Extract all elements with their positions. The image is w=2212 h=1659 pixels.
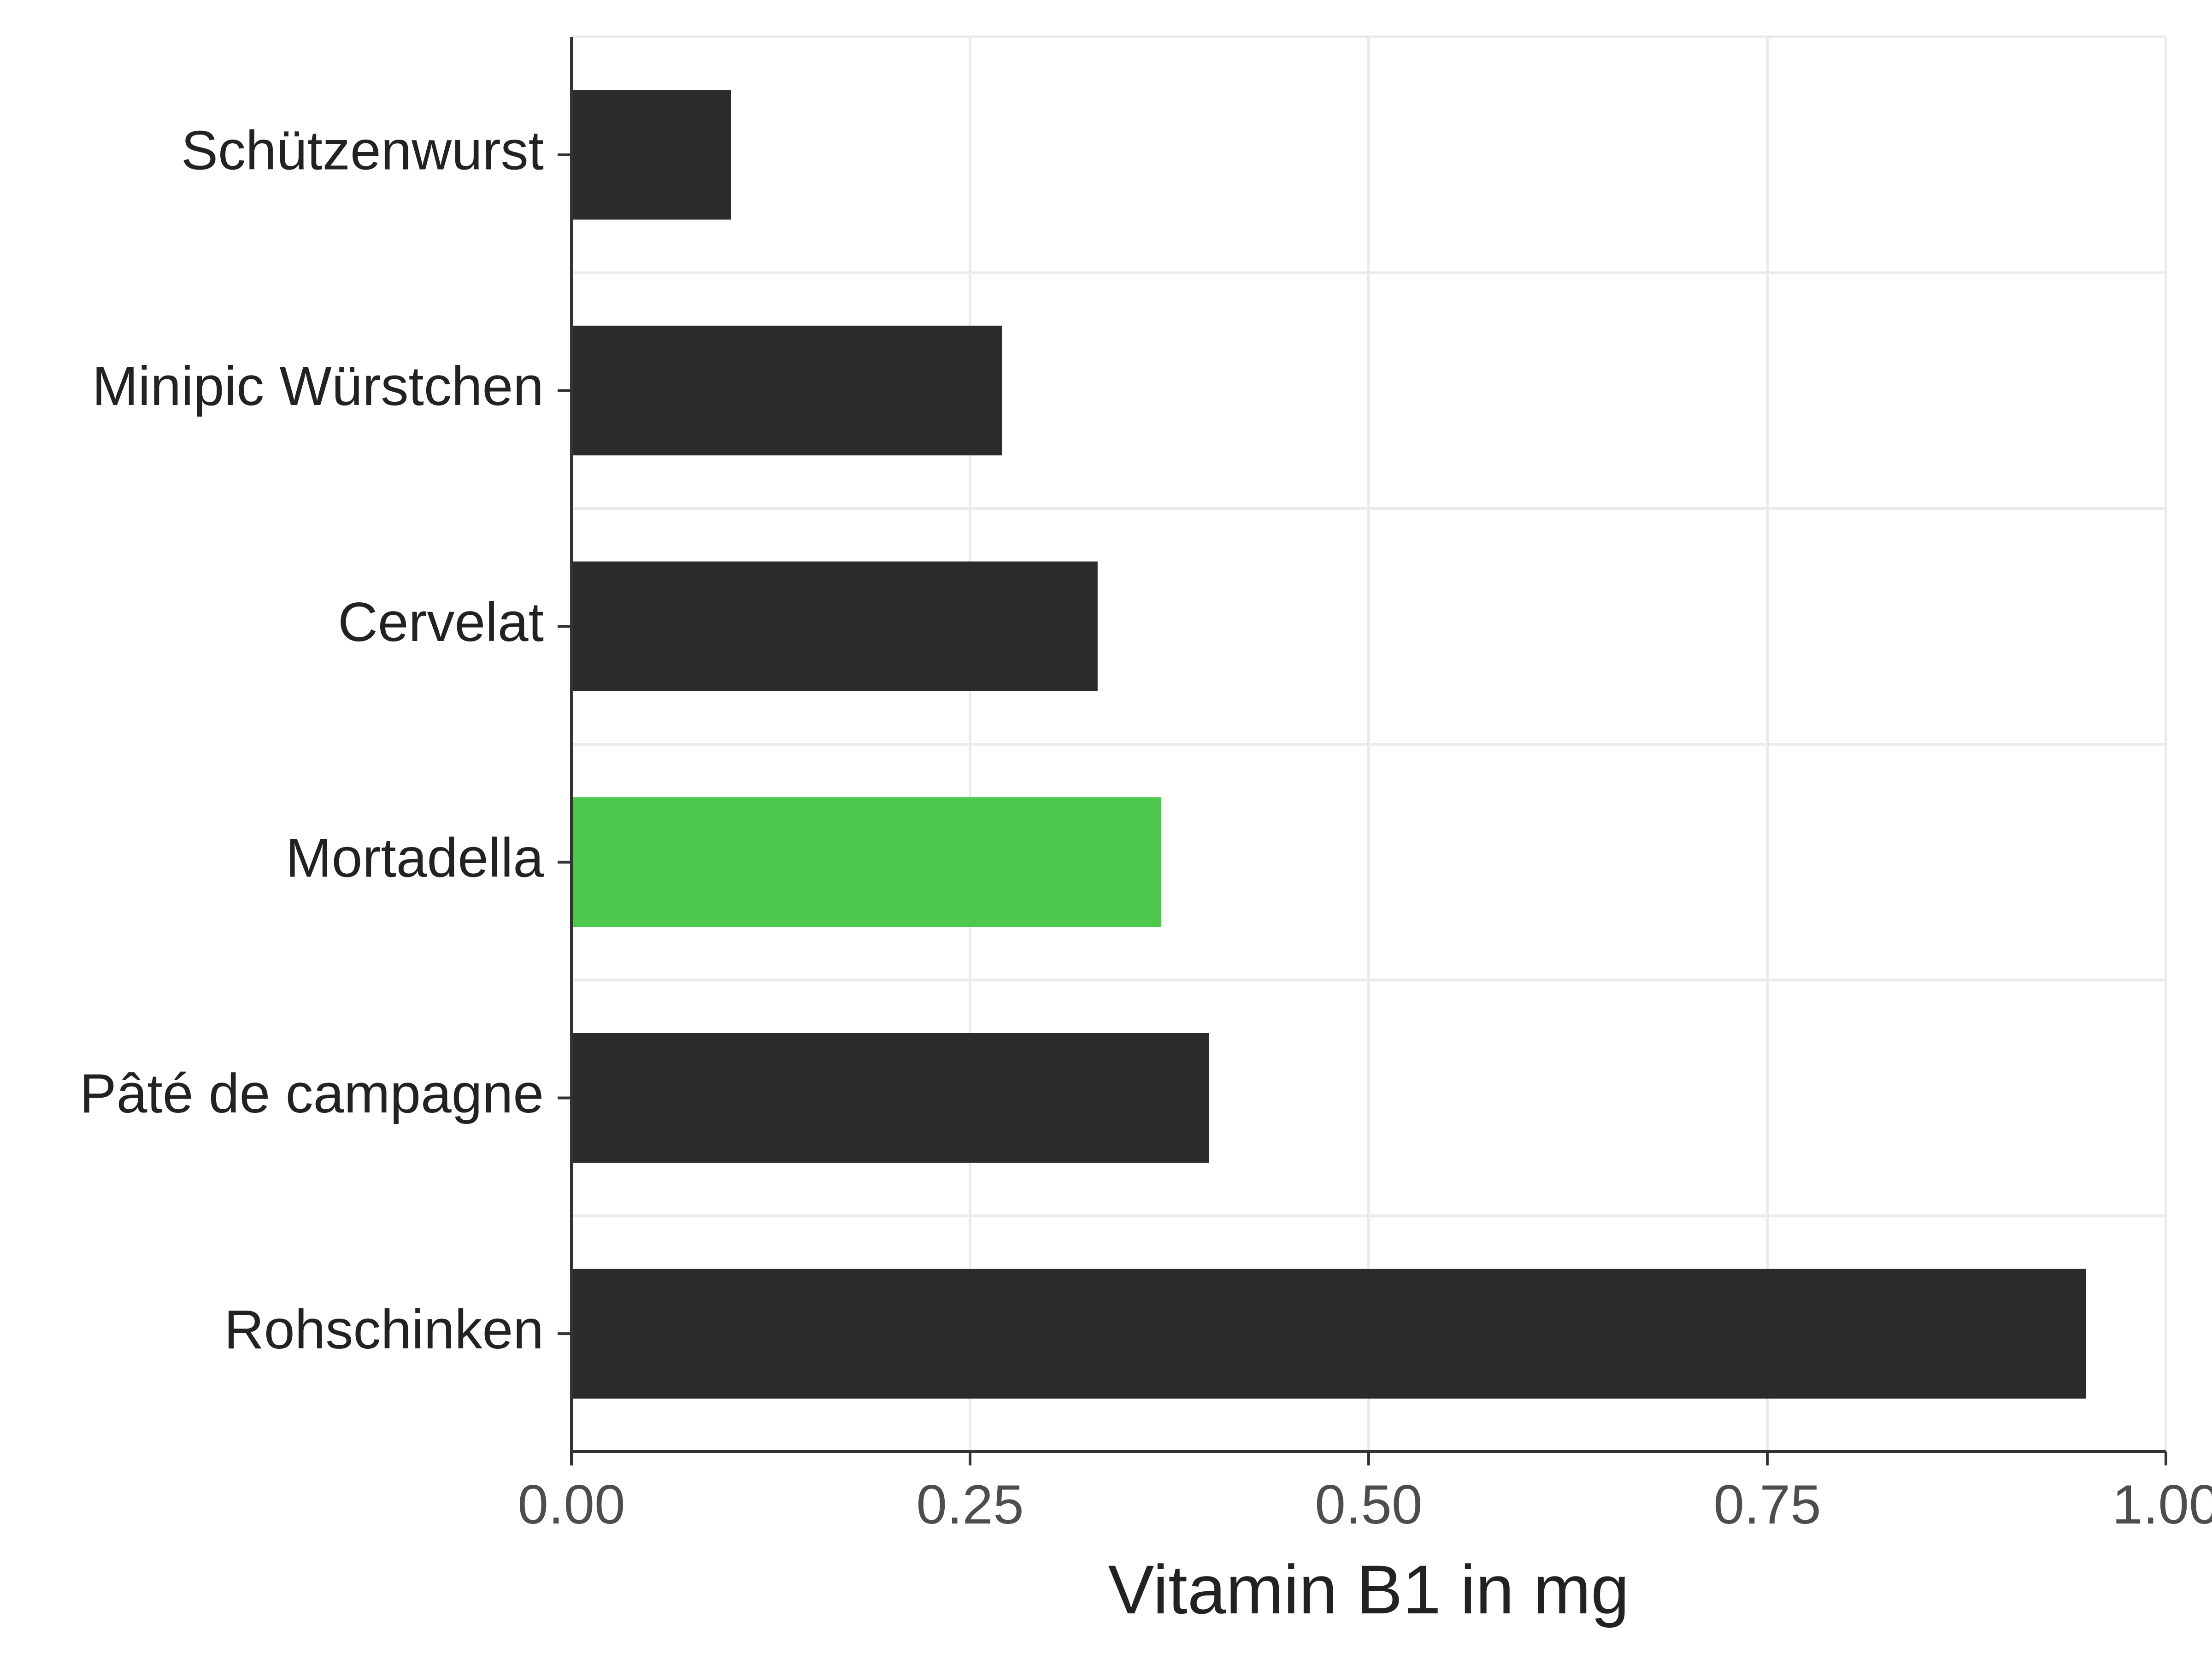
y-tick-label: Pâté de campagne [80, 1063, 544, 1124]
x-tick-label: 1.00 [2112, 1474, 2212, 1535]
bar [571, 1033, 1209, 1163]
x-tick-label: 0.75 [1713, 1474, 1821, 1535]
vitamin-b1-bar-chart: 0.00 0.25 0.50 0.75 1.00 Schützenwurst Minipic… [0, 0, 2212, 1659]
y-tick-label: Schützenwurst [181, 120, 544, 182]
bar [571, 561, 1098, 691]
y-tick-label: Rohschinken [224, 1299, 544, 1360]
y-tick-label: Minipic Würstchen [92, 355, 544, 417]
x-axis-label: Vitamin B1 in mg [1108, 1551, 1629, 1628]
bar [571, 797, 1161, 927]
bar [571, 326, 1002, 455]
y-tick-label: Mortadella [286, 827, 544, 889]
x-tick-label: 0.50 [1315, 1474, 1423, 1535]
x-tick-label: 0.00 [518, 1474, 625, 1535]
y-tick-label: Cervelat [338, 591, 544, 653]
bar [571, 90, 731, 219]
chart-svg: 0.00 0.25 0.50 0.75 1.00 Schützenwurst Minipic… [0, 0, 2212, 1659]
x-tick-label: 0.25 [916, 1474, 1024, 1535]
bar [571, 1269, 2086, 1398]
